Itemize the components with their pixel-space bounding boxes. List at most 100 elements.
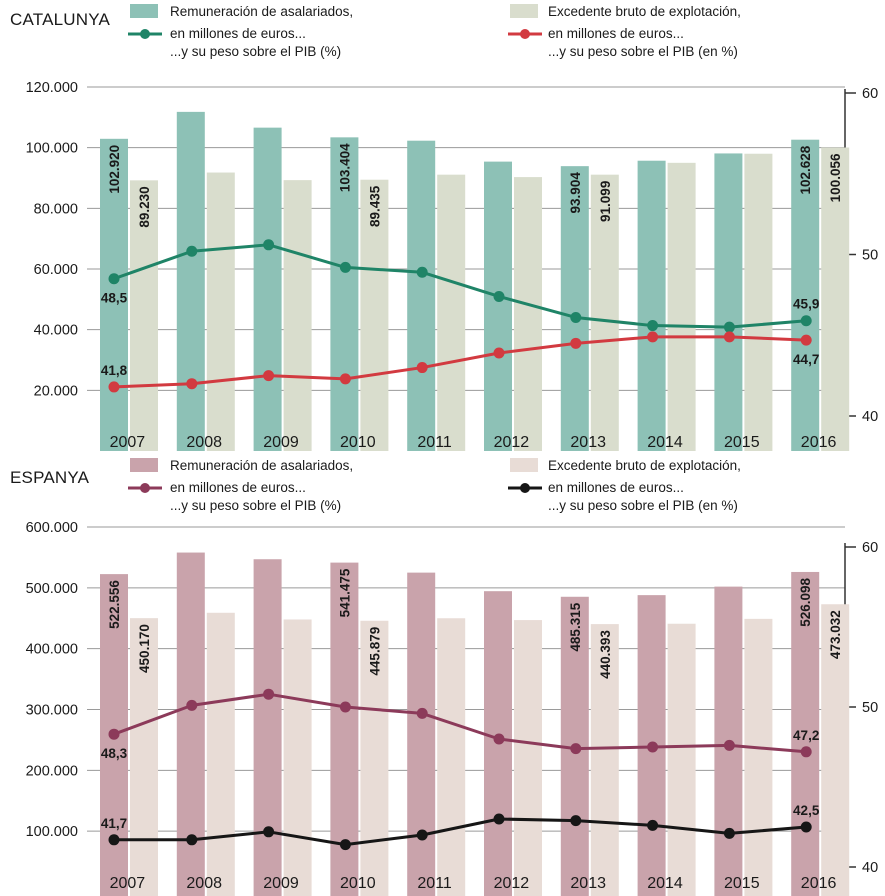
legend-swatch-bar2 [510, 4, 538, 18]
line-point [263, 239, 275, 251]
line-value-label: 41,7 [101, 816, 127, 831]
y-tick-label: 100.000 [26, 824, 78, 840]
line-point [493, 733, 505, 745]
region-title: CATALUNYA [10, 10, 111, 29]
x-tick-label: 2016 [801, 875, 837, 892]
x-tick-label: 2008 [186, 875, 222, 892]
bar-value-label: 526.098 [798, 577, 813, 626]
legend-sub-line2: ...y su peso sobre el PIB (en %) [548, 44, 738, 59]
region-title: ESPANYA [10, 468, 90, 487]
line-point [416, 362, 428, 374]
legend-sub-line1: ...y su peso sobre el PIB (%) [170, 498, 341, 513]
bar-2010-bar2 [360, 620, 389, 896]
legend-label-line2: en millones de euros... [548, 480, 684, 495]
legend-label-bar2: Excedente bruto de explotación, [548, 4, 741, 19]
bar-value-label: 102.920 [107, 145, 122, 194]
line-point [186, 245, 198, 257]
bar-2015-bar2 [744, 618, 773, 896]
x-tick-label: 2011 [417, 434, 452, 451]
line-point [108, 381, 120, 393]
x-tick-label: 2013 [570, 434, 606, 451]
x-tick-label: 2014 [647, 875, 683, 892]
line-point [493, 290, 505, 302]
x-tick-label: 2012 [494, 875, 530, 892]
line-point [416, 266, 428, 278]
bar-2008-bar2 [206, 612, 235, 896]
bar-2013-bar2 [590, 174, 619, 451]
bar-2016-bar1 [791, 139, 820, 451]
x-tick-label: 2009 [263, 875, 299, 892]
legend-label-bar1: Remuneración de asalariados, [170, 458, 353, 473]
bar-value-label: 93.904 [568, 172, 583, 214]
y2-tick-label: 60 [862, 86, 878, 102]
x-tick-label: 2014 [647, 434, 683, 451]
line-point [108, 273, 120, 285]
bar-2009-bar1 [253, 559, 282, 896]
line-point [570, 815, 582, 827]
bar-2016-bar2 [821, 147, 850, 451]
y-tick-label: 120.000 [26, 80, 78, 96]
line-value-label: 44,7 [793, 352, 819, 367]
bar-value-label: 485.315 [568, 602, 583, 651]
bar-2012-bar1 [484, 161, 512, 451]
line-point [339, 839, 351, 851]
y-tick-label: 200.000 [26, 763, 78, 779]
y-tick-label: 60.000 [34, 262, 78, 278]
line-value-label: 42,5 [793, 803, 820, 818]
line-series-1 [113, 692, 807, 754]
legend-swatch-bar1 [130, 458, 158, 472]
line-point [800, 821, 812, 833]
bar-value-label: 100.056 [828, 153, 843, 202]
line-point [647, 741, 659, 753]
bar-2013-bar2 [590, 624, 619, 896]
legend-label-line1: en millones de euros... [170, 480, 306, 495]
line-series-1 [113, 243, 807, 329]
line-point [800, 315, 812, 327]
legend-marker-line1 [140, 29, 150, 39]
line-point [339, 373, 351, 385]
line-point [570, 743, 582, 755]
line-point [493, 347, 505, 359]
bar-value-label: 103.404 [337, 143, 352, 192]
bar-value-label: 89.230 [137, 186, 152, 227]
legend-swatch-bar2 [510, 458, 538, 472]
bar-value-label: 89.435 [367, 185, 382, 227]
line-series-2 [113, 335, 807, 389]
bar-value-label: 541.475 [337, 568, 352, 617]
line-point [647, 320, 659, 332]
bar-2012-bar2 [514, 620, 542, 896]
line-point [647, 331, 659, 343]
line-point [570, 337, 582, 349]
legend-swatch-bar1 [130, 4, 158, 18]
bar-2015-bar2 [744, 153, 773, 451]
x-tick-label: 2008 [186, 434, 222, 451]
bar-2011-bar1 [407, 572, 436, 896]
line-point [416, 829, 428, 841]
bar-2008-bar1 [176, 111, 205, 451]
line-point [108, 834, 120, 846]
line-point [570, 311, 582, 323]
bar-2016-bar2 [821, 604, 850, 896]
y-tick-label: 40.000 [34, 323, 78, 339]
x-tick-label: 2016 [801, 434, 837, 451]
y-tick-label: 400.000 [26, 642, 78, 658]
bar-2014-bar2 [667, 623, 696, 896]
line-point [339, 261, 351, 273]
y2-tick-label: 50 [862, 700, 878, 716]
bar-2012-bar2 [514, 177, 542, 451]
bar-2016-bar1 [791, 571, 820, 896]
line-point [647, 819, 659, 831]
y-tick-label: 100.000 [26, 141, 78, 157]
line-value-label: 48,3 [101, 746, 128, 761]
line-point [186, 378, 198, 390]
line-point [339, 701, 351, 713]
y2-tick-label: 40 [862, 860, 878, 876]
line-point [108, 728, 120, 740]
bar-2011-bar1 [407, 140, 436, 451]
line-point [723, 739, 735, 751]
legend-marker-line1 [140, 483, 150, 493]
line-point [493, 813, 505, 825]
line-point [723, 827, 735, 839]
bar-2015-bar1 [714, 153, 743, 451]
